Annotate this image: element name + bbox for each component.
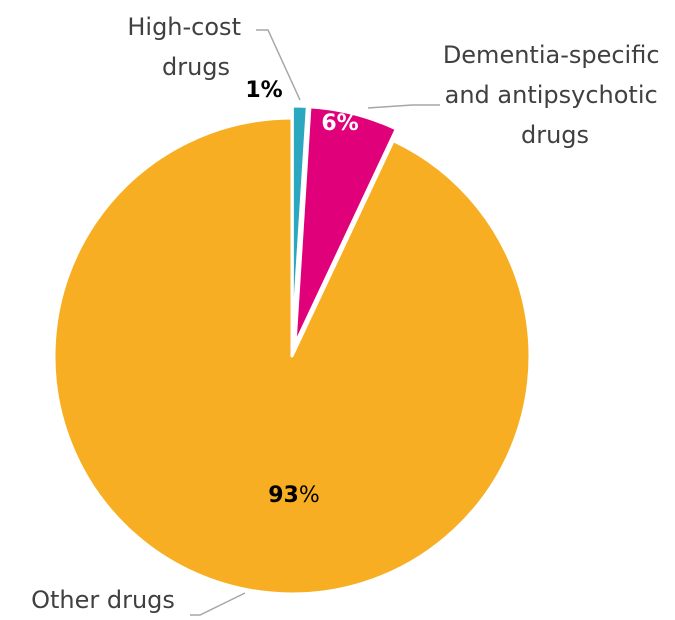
pct-high-cost: 1%: [245, 78, 282, 103]
label-dementia-line-2: and antipsychotic: [445, 81, 658, 109]
pie-slices: [52, 104, 532, 596]
leader-high-cost: [256, 29, 301, 101]
pct-other: 93%: [268, 483, 320, 508]
label-other-line-1: Other drugs: [31, 586, 175, 614]
pct-other-sign: %: [299, 483, 320, 508]
label-high-cost: High-cost drugs: [127, 13, 248, 81]
label-dementia-line-3: drugs: [521, 121, 589, 149]
label-high-cost-line-2: drugs: [162, 53, 230, 81]
label-dementia-line-1: Dementia-specific: [443, 41, 660, 69]
label-dementia: Dementia-specific and antipsychotic drug…: [443, 41, 667, 149]
slice-high-cost: [290, 104, 309, 346]
pct-dementia: 6%: [321, 111, 358, 136]
pct-other-number: 93: [268, 483, 299, 508]
leader-dementia: [367, 104, 440, 109]
leader-lines: [190, 29, 440, 616]
slice-other: [52, 116, 532, 596]
slice-dementia: [293, 105, 398, 346]
label-high-cost-line-1: High-cost: [127, 13, 241, 41]
label-other: Other drugs: [31, 586, 175, 614]
leader-other: [190, 592, 246, 616]
